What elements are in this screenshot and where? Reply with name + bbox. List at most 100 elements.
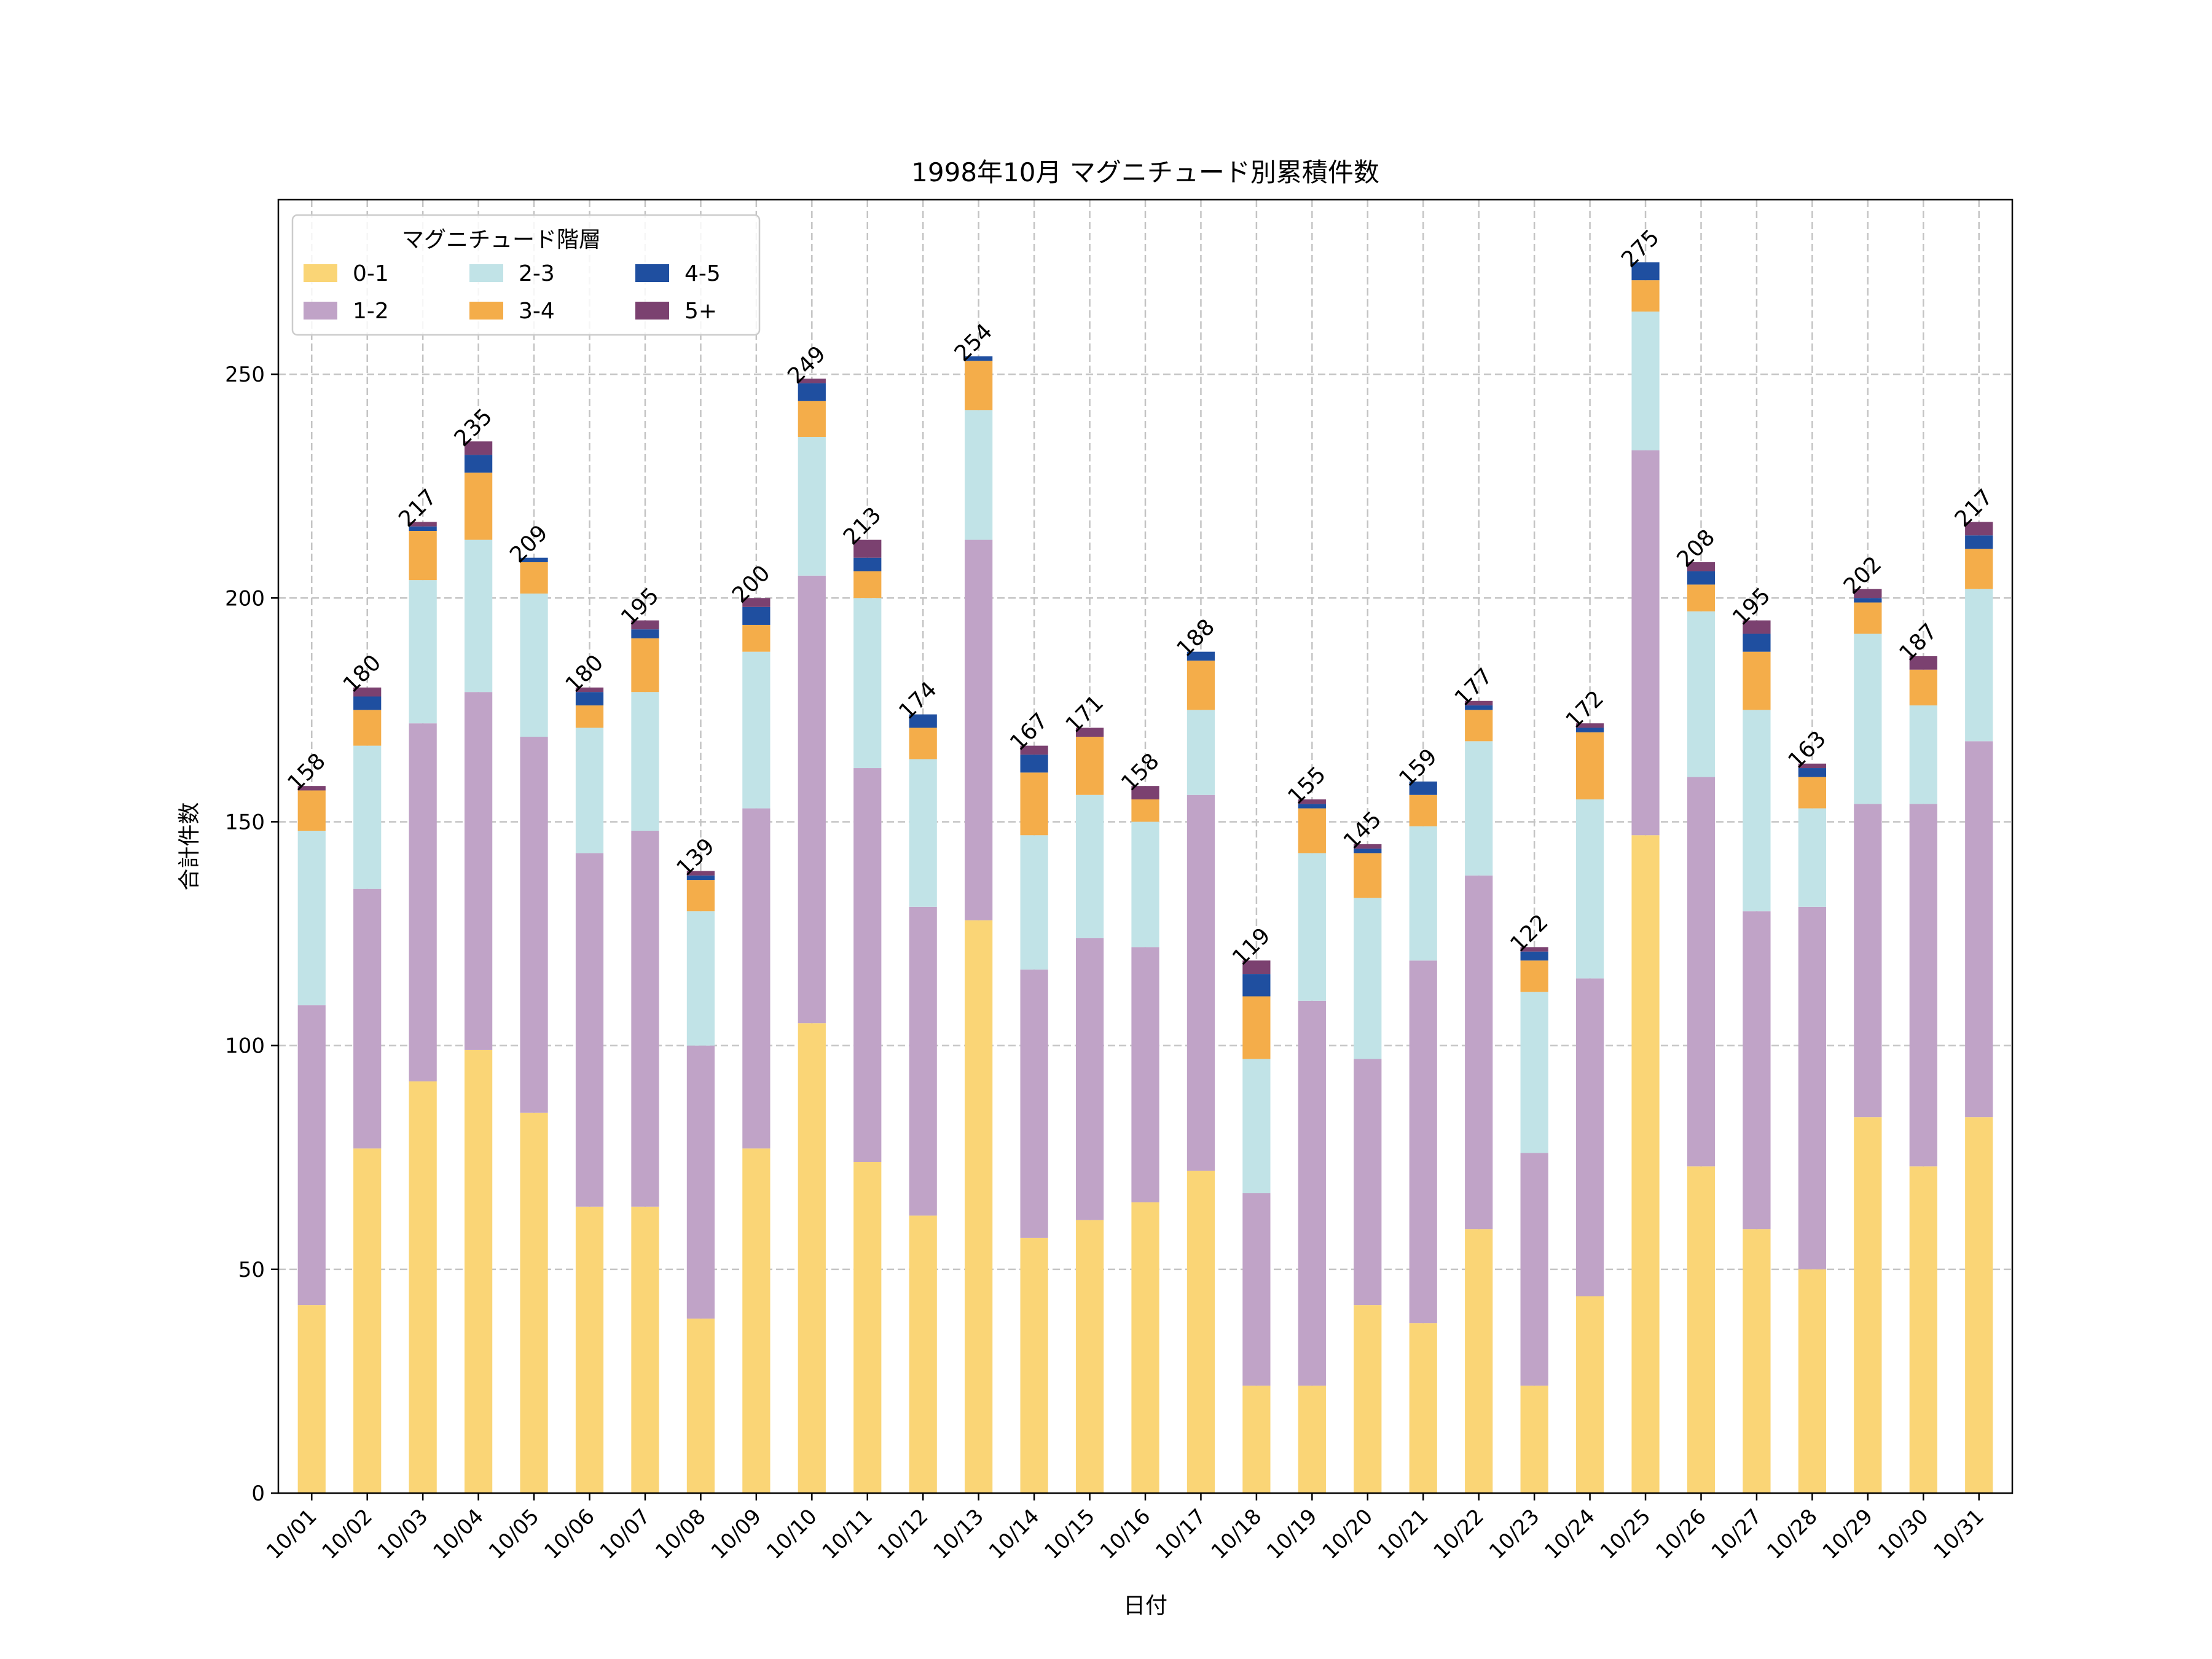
legend-label-0-1: 0-1 (353, 261, 389, 286)
bar-segment-0-1 (1242, 1386, 1271, 1493)
bar-segment-3-4 (1020, 772, 1048, 836)
bar-segment-1-2 (520, 737, 548, 1113)
bar-segment-1-2 (575, 853, 604, 1207)
y-tick-label: 100 (225, 1034, 265, 1059)
bar-segment-2-3 (1298, 853, 1326, 1001)
bar-segment-1-2 (1798, 906, 1826, 1269)
bar-segment-5+ (853, 539, 882, 558)
legend-label-4-5: 4-5 (684, 261, 721, 286)
bar-segment-5+ (1465, 700, 1493, 706)
bar-segment-0-1 (686, 1318, 715, 1493)
bar-segment-3-4 (1242, 996, 1271, 1059)
bar-segment-1-2 (909, 906, 937, 1216)
bar-segment-3-4 (1409, 794, 1437, 826)
bar-segment-1-2 (1354, 1059, 1382, 1306)
bar-segment-2-3 (297, 831, 326, 1006)
bar-segment-1-2 (1242, 1193, 1271, 1386)
bar-segment-0-1 (465, 1049, 493, 1493)
bar-segment-3-4 (297, 790, 326, 831)
bar-segment-0-1 (909, 1215, 937, 1493)
bar-segment-1-2 (965, 539, 993, 920)
bar-segment-1-2 (1298, 1000, 1326, 1386)
bar-segment-2-3 (1743, 710, 1771, 912)
bar-segment-4-5 (575, 692, 604, 706)
bar-segment-4-5 (909, 714, 937, 728)
bar-segment-4-5 (1186, 651, 1215, 661)
bar-segment-4-5 (465, 455, 493, 473)
bar-segment-5+ (575, 687, 604, 692)
legend-label-2-3: 2-3 (519, 261, 555, 286)
bar-segment-3-4 (798, 401, 826, 437)
bar-segment-2-3 (1020, 835, 1048, 970)
bar-segment-5+ (798, 378, 826, 383)
bar-segment-3-4 (1743, 651, 1771, 710)
bar-segment-0-1 (353, 1148, 382, 1493)
bar-segment-3-4 (1631, 280, 1660, 312)
legend-title: マグニチュード階層 (402, 227, 601, 253)
bar-segment-4-5 (1242, 974, 1271, 997)
bar-segment-2-3 (1242, 1059, 1271, 1193)
bar-segment-4-5 (1409, 781, 1437, 795)
bar-segment-0-1 (1520, 1386, 1548, 1493)
bar-segment-0-1 (409, 1081, 437, 1493)
bar-segment-0-1 (1575, 1296, 1604, 1493)
bar-segment-0-1 (965, 920, 993, 1493)
bar-segment-4-5 (1465, 705, 1493, 710)
bar-segment-1-2 (409, 723, 437, 1081)
bar-segment-0-1 (520, 1112, 548, 1493)
bar-segment-5+ (353, 687, 382, 697)
bar-segment-5+ (1131, 786, 1159, 800)
bar-segment-4-5 (1965, 535, 1993, 549)
bar-segment-0-1 (853, 1162, 882, 1493)
bar-segment-3-4 (909, 728, 937, 759)
bar-segment-4-5 (742, 606, 771, 625)
bar-segment-3-4 (409, 530, 437, 581)
bar-segment-2-3 (520, 593, 548, 737)
bar-segment-1-2 (798, 575, 826, 1024)
bar-segment-1-2 (1075, 938, 1104, 1220)
bar-segment-2-3 (465, 539, 493, 692)
bar-segment-2-3 (1965, 589, 1993, 742)
bar-segment-4-5 (798, 383, 826, 401)
bar-segment-0-1 (1298, 1386, 1326, 1493)
bar-segment-1-2 (353, 888, 382, 1149)
legend-label-5+: 5+ (684, 299, 717, 324)
bar-segment-3-4 (631, 638, 659, 692)
bar-segment-3-4 (965, 361, 993, 410)
bar-segment-1-2 (465, 692, 493, 1050)
legend-label-3-4: 3-4 (519, 299, 555, 324)
bar-segment-5+ (297, 786, 326, 791)
y-tick-label: 150 (225, 810, 265, 834)
bar-segment-4-5 (409, 526, 437, 531)
bar-segment-5+ (742, 598, 771, 607)
bar-segment-4-5 (1354, 849, 1382, 853)
bar-segment-2-3 (1909, 705, 1937, 804)
bar-segment-2-3 (1354, 898, 1382, 1059)
bars (297, 262, 1993, 1493)
bar-segment-1-2 (742, 808, 771, 1149)
bar-segment-3-4 (1354, 853, 1382, 898)
bar-segment-2-3 (1186, 710, 1215, 795)
bar-segment-5+ (631, 620, 659, 630)
y-tick-label: 200 (225, 586, 265, 611)
bar-segment-3-4 (1465, 710, 1493, 742)
bar-segment-5+ (1354, 844, 1382, 849)
x-axis-label: 日付 (1123, 1593, 1167, 1618)
bar-segment-1-2 (1131, 947, 1159, 1202)
bar-segment-0-1 (1909, 1166, 1937, 1493)
bar-segment-3-4 (686, 880, 715, 912)
bar-segment-2-3 (1131, 822, 1159, 947)
bar-segment-0-1 (575, 1206, 604, 1493)
bar-segment-4-5 (1298, 804, 1326, 809)
bar-segment-4-5 (1687, 571, 1716, 585)
bar-segment-3-4 (465, 473, 493, 540)
bar-segment-4-5 (1575, 728, 1604, 732)
legend-label-1-2: 1-2 (353, 299, 389, 324)
bar-segment-5+ (1687, 562, 1716, 571)
bar-segment-0-1 (742, 1148, 771, 1493)
bar-segment-1-2 (686, 1045, 715, 1319)
bar-segment-1-2 (1743, 911, 1771, 1230)
bar-segment-5+ (1242, 960, 1271, 975)
bar-segment-0-1 (1186, 1171, 1215, 1493)
